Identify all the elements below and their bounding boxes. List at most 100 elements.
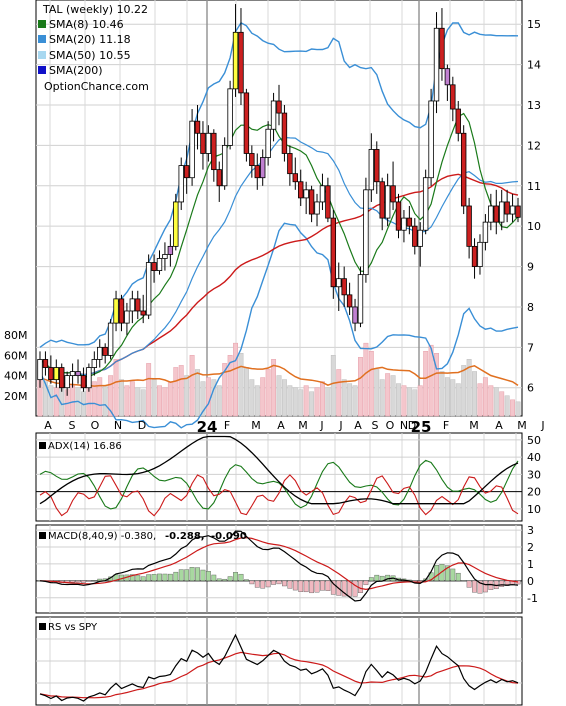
- volume-tick-label: 20M: [4, 390, 28, 403]
- candle-body: [281, 112, 288, 154]
- price-tick-label: 11: [527, 180, 541, 193]
- volume-bar: [162, 387, 168, 417]
- macd-signal-value: -0.288,: [165, 531, 205, 542]
- macd-histogram-bar: [472, 580, 477, 593]
- month-tick-label: S: [69, 419, 76, 432]
- candle-body: [455, 108, 461, 134]
- volume-bar: [135, 387, 141, 417]
- month-tick-label: A: [495, 419, 503, 432]
- macd-histogram-bar: [292, 580, 298, 591]
- price-tick-label: 6: [527, 382, 534, 395]
- volume-tick-label: 80M: [4, 329, 28, 342]
- macd-histogram-bar: [325, 580, 331, 591]
- volume-bar: [129, 381, 135, 417]
- rs-line: [39, 633, 519, 702]
- volume-bar: [205, 377, 211, 417]
- macd-axis-labels: -1 0 1 2 3: [527, 524, 538, 605]
- legend-label-sma50: SMA(50) 10.55: [49, 49, 131, 62]
- adx-line: [39, 435, 519, 505]
- candle-body: [298, 181, 304, 199]
- volume-bar: [108, 375, 114, 417]
- volume-bar: [444, 377, 450, 417]
- candle-body: [504, 201, 510, 215]
- macd-histogram-bar: [178, 569, 184, 582]
- macd-histogram-bar: [227, 576, 233, 582]
- volume-bar: [233, 342, 238, 417]
- volume-bar: [119, 379, 124, 417]
- volume-bar: [48, 385, 54, 417]
- volume-bar: [330, 355, 336, 417]
- volume-bar: [292, 387, 298, 417]
- macd-tick-label: 3: [527, 524, 534, 537]
- candle-body: [211, 132, 217, 171]
- macd-histogram-bar: [271, 580, 276, 585]
- candle-body: [205, 132, 212, 154]
- month-tick-label: D: [138, 419, 146, 432]
- macd-histogram-bar: [352, 580, 358, 597]
- volume-bar: [189, 355, 195, 417]
- candle-body: [325, 185, 331, 219]
- candle-body: [260, 157, 266, 179]
- candle-body: [379, 181, 385, 219]
- volume-bar: [417, 385, 423, 417]
- volume-bar: [173, 367, 179, 417]
- volume-bar: [390, 375, 396, 417]
- volume-bar: [406, 387, 412, 417]
- candle-body: [308, 189, 315, 215]
- candle-body: [48, 367, 54, 381]
- volume-bar: [504, 395, 510, 417]
- rs-panel: RS vs SPY: [35, 616, 523, 706]
- volume-bar: [510, 399, 516, 417]
- month-tick-label: J: [319, 419, 323, 432]
- macd-histogram-bar: [309, 580, 314, 594]
- volume-bar: [200, 381, 206, 417]
- volume-bar: [477, 383, 483, 417]
- candle-body: [439, 27, 445, 70]
- candle-body: [287, 153, 293, 175]
- candle-body: [151, 262, 157, 272]
- macd-histogram-bar: [211, 574, 217, 582]
- volume-bar: [178, 365, 184, 417]
- macd-histogram-bar: [75, 580, 81, 583]
- volume-bar: [265, 369, 271, 417]
- macd-histogram-bar: [260, 580, 266, 589]
- macd-hist-value: -0.090: [211, 531, 247, 542]
- sma8-line: [39, 112, 519, 378]
- volume-bar: [281, 379, 287, 417]
- candle-body: [107, 322, 114, 356]
- candle-body: [64, 375, 70, 389]
- volume-bar: [488, 385, 494, 417]
- volume-axis-labels: 20M 40M 60M 80M: [4, 329, 28, 403]
- volume-bar: [298, 389, 304, 417]
- volume-bar: [195, 369, 200, 417]
- volume-bar: [140, 389, 146, 417]
- volume-tick-label: 60M: [4, 349, 28, 362]
- volume-bar: [157, 385, 162, 417]
- candle-body: [493, 205, 499, 223]
- volume-bar: [401, 385, 407, 417]
- macd-histogram-bar: [358, 580, 363, 593]
- legend-label-sma8: SMA(8) 10.46: [49, 18, 124, 31]
- candle-body: [156, 258, 163, 272]
- volume-bar: [167, 381, 173, 417]
- legend-swatch-sma50: [38, 51, 46, 59]
- volume-bar: [42, 381, 48, 417]
- volume-bar: [374, 369, 380, 417]
- macd-line: [39, 530, 519, 602]
- adx-tick-label: 30: [527, 468, 541, 481]
- macd-histogram-bar: [195, 567, 200, 582]
- macd-histogram-bar: [450, 568, 456, 582]
- price-legend: TAL (weekly) 10.22 SMA(8) 10.46 SMA(20) …: [38, 3, 149, 93]
- candle-body: [276, 100, 282, 114]
- volume-bar: [515, 401, 521, 417]
- volume-bar: [472, 371, 477, 417]
- price-tick-label: 8: [527, 301, 534, 314]
- month-tick-label: F: [443, 419, 449, 432]
- macd-title: MACD(8,40,9) -0.380,: [48, 531, 156, 542]
- candle-body: [265, 128, 271, 158]
- volume-bar: [211, 379, 217, 417]
- macd-tick-label: -1: [527, 592, 538, 605]
- sma20-line: [39, 136, 519, 376]
- candle-body: [86, 367, 92, 389]
- macd-histogram-bar: [157, 573, 162, 582]
